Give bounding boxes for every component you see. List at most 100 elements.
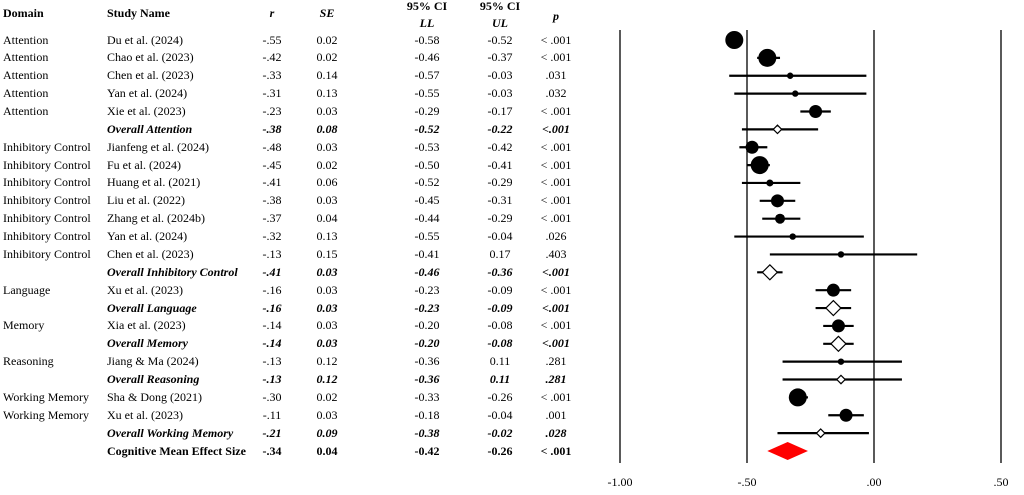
cell-study: Overall Reasoning — [107, 372, 200, 387]
effect-point — [745, 140, 759, 154]
cell-p: .028 — [545, 425, 567, 440]
cell-r: -.16 — [262, 282, 282, 297]
cell-ul: -0.42 — [487, 139, 513, 154]
cell-domain: Inhibitory Control — [3, 211, 91, 226]
cell-se: 0.15 — [316, 246, 338, 261]
cell-r: -.11 — [262, 407, 282, 422]
overall-diamond — [830, 335, 847, 353]
effect-point — [831, 319, 845, 333]
cell-study: Chen et al. (2023) — [107, 246, 194, 261]
cell-study: Overall Attention — [107, 121, 193, 136]
cell-se: 0.03 — [316, 300, 338, 315]
cell-ul: -0.29 — [487, 211, 513, 226]
header-r: r — [269, 6, 275, 20]
cell-ul: 0.11 — [489, 372, 511, 387]
effect-point — [775, 213, 786, 224]
cell-se: 0.02 — [316, 50, 338, 65]
cell-ul: -0.26 — [487, 443, 513, 458]
cell-domain: Attention — [3, 32, 49, 47]
cell-ul: -0.08 — [487, 336, 513, 351]
cell-se: 0.04 — [316, 211, 338, 226]
cell-p: < .001 — [540, 175, 572, 190]
cell-p: .281 — [545, 354, 567, 369]
cell-ll: -0.33 — [414, 389, 440, 404]
cell-domain: Reasoning — [3, 354, 54, 369]
header-domain: Domain — [3, 6, 44, 20]
cell-p: < .001 — [540, 389, 572, 404]
effect-point — [750, 156, 769, 175]
header-ci-ll: 95% CI — [406, 0, 448, 13]
cell-ul: -0.04 — [487, 229, 513, 244]
cell-p: < .001 — [540, 139, 572, 154]
cell-ul: 0.11 — [489, 354, 511, 369]
effect-point — [789, 233, 796, 240]
cell-ll: -0.20 — [414, 336, 440, 351]
cell-se: 0.03 — [316, 193, 338, 208]
effect-point — [766, 179, 774, 187]
cell-r: -.13 — [262, 354, 282, 369]
cell-study: Xu et al. (2023) — [107, 282, 183, 297]
cell-ll: -0.18 — [414, 407, 440, 422]
cell-study: Cognitive Mean Effect Size — [107, 443, 246, 458]
cell-se: 0.03 — [316, 139, 338, 154]
cell-study: Overall Working Memory — [107, 425, 234, 440]
cell-se: 0.03 — [316, 103, 338, 118]
cell-p: <.001 — [542, 264, 570, 279]
cell-r: -.41 — [262, 175, 282, 190]
cell-ll: -0.57 — [414, 68, 440, 83]
effect-point — [758, 48, 777, 67]
cell-ul: -0.04 — [487, 407, 513, 422]
cell-p: < .001 — [540, 157, 572, 172]
cell-r: -.16 — [262, 300, 282, 315]
effect-point — [725, 31, 744, 49]
cell-se: 0.02 — [316, 389, 338, 404]
cell-study: Zhang et al. (2024b) — [107, 211, 205, 226]
cell-domain: Inhibitory Control — [3, 193, 91, 208]
header-ll: LL — [419, 16, 435, 30]
cell-ul: -0.31 — [487, 193, 513, 208]
effect-point — [837, 358, 845, 365]
header-se: SE — [319, 6, 335, 20]
cell-ll: -0.36 — [414, 354, 440, 369]
cell-domain: Inhibitory Control — [3, 175, 91, 190]
cell-p: .001 — [545, 407, 567, 422]
cell-domain: Inhibitory Control — [3, 157, 91, 172]
cell-p: <.001 — [542, 300, 570, 315]
cell-ll: -0.46 — [414, 50, 440, 65]
cell-ul: -0.36 — [487, 264, 513, 279]
effect-point — [770, 194, 784, 208]
cell-r: -.13 — [262, 246, 282, 261]
cell-ll: -0.38 — [414, 425, 440, 440]
cell-ll: -0.29 — [414, 103, 440, 118]
effect-point — [839, 408, 853, 422]
cell-domain: Attention — [3, 68, 49, 83]
cell-study: Huang et al. (2021) — [107, 175, 201, 190]
cell-ul: -0.37 — [487, 50, 513, 65]
cell-ll: -0.45 — [414, 193, 440, 208]
cell-r: -.45 — [262, 157, 282, 172]
cell-study: Overall Memory — [107, 336, 188, 351]
cell-r: -.14 — [262, 318, 282, 333]
cell-ll: -0.52 — [414, 121, 440, 136]
cell-study: Xu et al. (2023) — [107, 407, 183, 422]
cell-domain: Language — [3, 282, 51, 297]
cell-domain: Attention — [3, 103, 49, 118]
cell-p: < .001 — [540, 50, 572, 65]
cell-study: Overall Inhibitory Control — [107, 264, 238, 279]
cell-ul: -0.52 — [487, 32, 513, 47]
cell-study: Chao et al. (2023) — [107, 50, 194, 65]
cell-p: < .001 — [540, 103, 572, 118]
cell-domain: Attention — [3, 50, 49, 65]
cell-ll: -0.58 — [414, 32, 440, 47]
cell-ul: -0.17 — [487, 103, 513, 118]
header-p: p — [553, 9, 559, 23]
cell-p: < .001 — [540, 32, 572, 47]
cell-ul: -0.26 — [487, 389, 513, 404]
overall-diamond — [835, 374, 847, 385]
cell-p: <.001 — [542, 121, 570, 136]
cell-r: -.41 — [262, 264, 282, 279]
cell-ll: -0.41 — [414, 246, 440, 261]
cell-study: Overall Language — [107, 300, 197, 315]
cell-ul: -0.08 — [487, 318, 513, 333]
